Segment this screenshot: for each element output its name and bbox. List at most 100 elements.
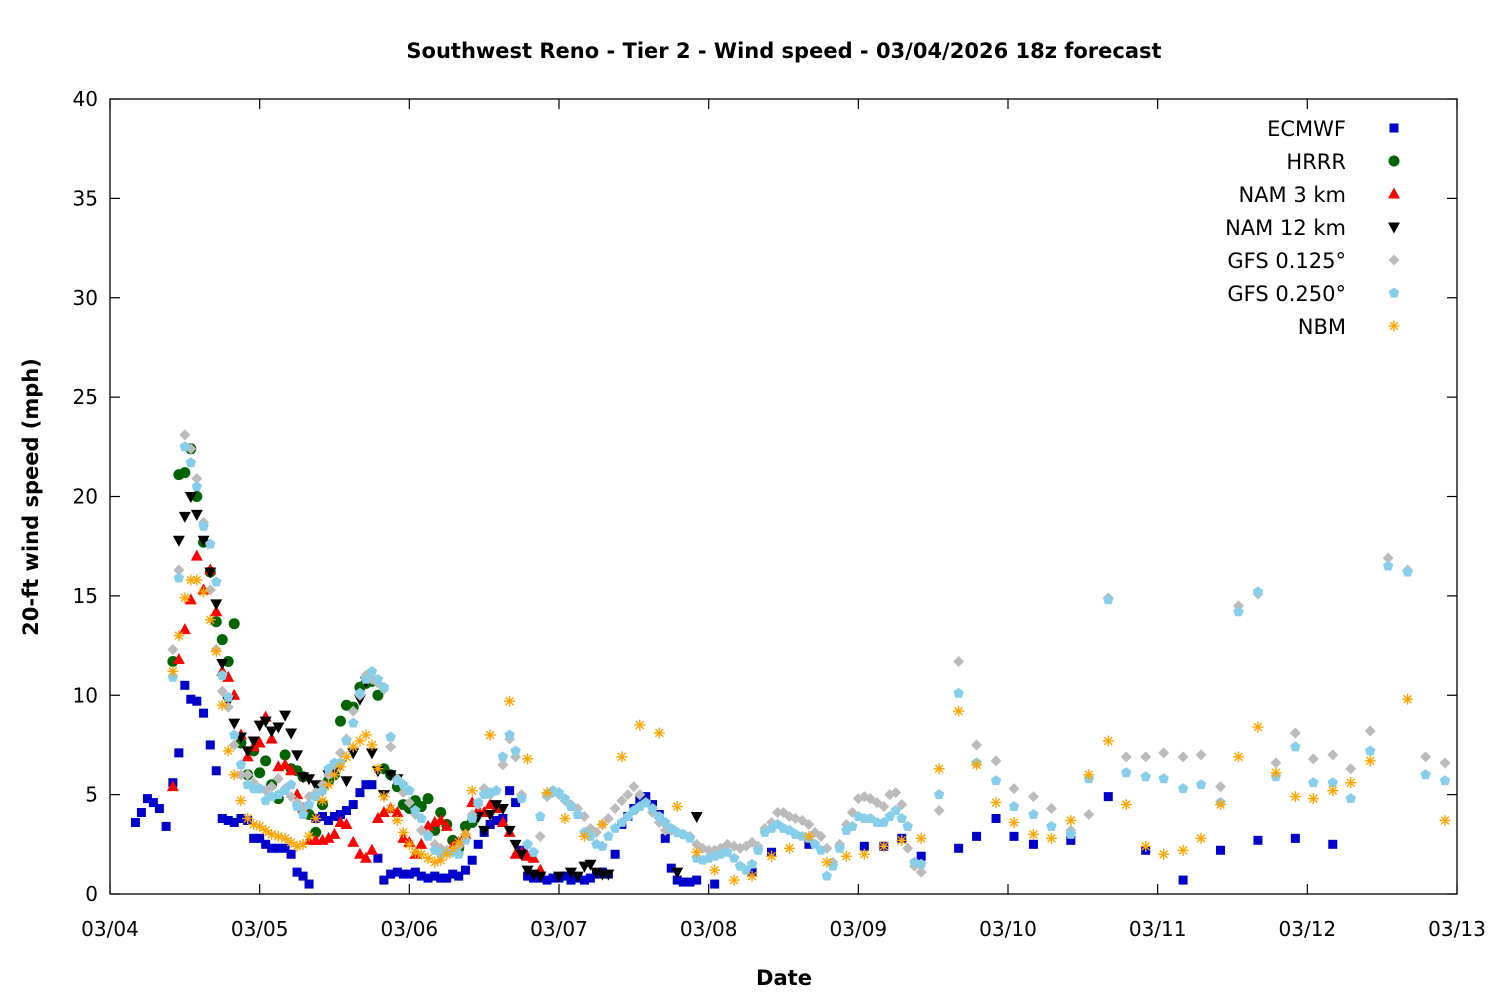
x-axis-label: Date xyxy=(756,966,812,990)
point-gfs-0-250 xyxy=(217,669,228,680)
point-nam-12-km xyxy=(602,869,615,881)
point-nbm xyxy=(504,695,516,707)
point-ecmwf xyxy=(678,877,688,887)
y-tick-label: 30 xyxy=(73,286,98,310)
point-gfs-0-250 xyxy=(516,793,527,804)
point-gfs-0-125 xyxy=(1439,757,1451,769)
point-nam-12-km xyxy=(509,839,522,851)
point-nam-12-km xyxy=(521,865,534,877)
point-nbm xyxy=(616,751,628,763)
point-nbm xyxy=(310,812,322,824)
point-nam-3-km xyxy=(178,623,191,635)
point-gfs-0-250 xyxy=(205,538,216,549)
point-gfs-0-125 xyxy=(1307,753,1319,765)
point-nam-3-km xyxy=(265,732,278,744)
legend-item-gfs-0-125: GFS 0.125° xyxy=(1227,249,1400,273)
point-gfs-0-250 xyxy=(504,729,515,740)
point-nbm xyxy=(378,791,390,803)
point-nbm xyxy=(329,769,340,781)
point-ecmwf xyxy=(304,879,314,889)
point-gfs-0-125 xyxy=(167,644,179,656)
series-gfs-0-250 xyxy=(167,441,1451,881)
point-gfs-0-125 xyxy=(878,801,890,813)
point-nbm xyxy=(522,753,534,765)
point-nbm xyxy=(459,828,471,840)
point-nam-3-km xyxy=(415,837,428,849)
point-nbm xyxy=(323,779,335,791)
point-gfs-0-250 xyxy=(510,745,521,756)
legend-item-gfs-0-250: GFS 0.250° xyxy=(1227,282,1400,306)
point-ecmwf xyxy=(666,863,676,873)
point-nam-12-km xyxy=(571,871,584,883)
point-ecmwf xyxy=(398,869,408,879)
point-ecmwf xyxy=(1009,831,1019,841)
point-nam-12-km xyxy=(484,810,497,821)
point-nbm xyxy=(596,818,608,830)
x-tick-label: 03/08 xyxy=(680,917,738,941)
point-gfs-0-125 xyxy=(272,773,284,785)
legend-marker xyxy=(1388,187,1400,199)
y-tick-label: 40 xyxy=(73,87,98,111)
legend-item-nbm: NBM xyxy=(1298,315,1400,339)
point-nam-12-km xyxy=(384,770,397,782)
point-ecmwf xyxy=(355,788,365,798)
point-gfs-0-125 xyxy=(628,781,640,793)
legend-marker xyxy=(1389,123,1399,133)
point-ecmwf xyxy=(454,871,464,881)
point-nbm xyxy=(260,824,272,836)
point-gfs-0-250 xyxy=(354,687,366,698)
point-ecmwf xyxy=(211,766,221,776)
series-gfs-0-125 xyxy=(167,429,1451,878)
point-ecmwf xyxy=(491,815,501,825)
point-gfs-0-250 xyxy=(834,842,845,853)
point-gfs-0-250 xyxy=(185,457,197,468)
point-gfs-0-250 xyxy=(890,805,901,815)
point-ecmwf xyxy=(436,873,446,883)
legend-marker xyxy=(1388,287,1400,298)
point-nbm xyxy=(1439,814,1451,826)
point-ecmwf xyxy=(1328,839,1338,849)
point-gfs-0-250 xyxy=(728,852,740,863)
point-nbm xyxy=(340,751,352,763)
point-gfs-0-125 xyxy=(1158,747,1170,759)
point-hrrr xyxy=(254,767,266,779)
point-gfs-0-125 xyxy=(1177,751,1189,763)
point-hrrr xyxy=(279,749,291,761)
point-gfs-0-125 xyxy=(1008,783,1020,795)
point-nbm xyxy=(210,646,222,658)
point-gfs-0-250 xyxy=(1008,801,1020,811)
point-nbm xyxy=(1270,767,1282,779)
point-gfs-0-250 xyxy=(953,687,964,698)
point-gfs-0-125 xyxy=(815,830,827,842)
point-gfs-0-125 xyxy=(179,429,191,441)
point-ecmwf xyxy=(298,871,308,881)
point-nbm xyxy=(1008,816,1020,828)
point-gfs-0-125 xyxy=(703,844,715,856)
point-gfs-0-250 xyxy=(871,816,883,827)
point-nam-12-km xyxy=(228,718,241,730)
point-ecmwf xyxy=(548,873,558,883)
x-tick-label: 03/07 xyxy=(530,917,588,941)
point-nam-3-km xyxy=(365,843,378,855)
point-ecmwf xyxy=(392,867,402,877)
point-nbm xyxy=(484,729,496,741)
point-gfs-0-250 xyxy=(398,779,409,790)
point-ecmwf xyxy=(430,871,440,881)
point-gfs-0-250 xyxy=(847,820,858,831)
point-hrrr xyxy=(228,618,240,630)
point-ecmwf xyxy=(448,869,458,879)
point-nbm xyxy=(391,814,403,826)
point-gfs-0-125 xyxy=(1289,727,1301,739)
point-nam-3-km xyxy=(285,764,298,776)
point-gfs-0-250 xyxy=(1308,777,1319,788)
point-gfs-0-125 xyxy=(347,705,359,717)
point-gfs-0-125 xyxy=(890,787,902,799)
point-nam-12-km xyxy=(172,535,185,547)
point-gfs-0-250 xyxy=(472,797,484,808)
point-nam-12-km xyxy=(259,716,272,728)
point-gfs-0-125 xyxy=(385,741,397,753)
point-ecmwf xyxy=(1216,845,1226,855)
point-nbm xyxy=(1232,751,1244,763)
point-gfs-0-125 xyxy=(609,803,621,815)
point-nam-12-km xyxy=(584,859,597,871)
